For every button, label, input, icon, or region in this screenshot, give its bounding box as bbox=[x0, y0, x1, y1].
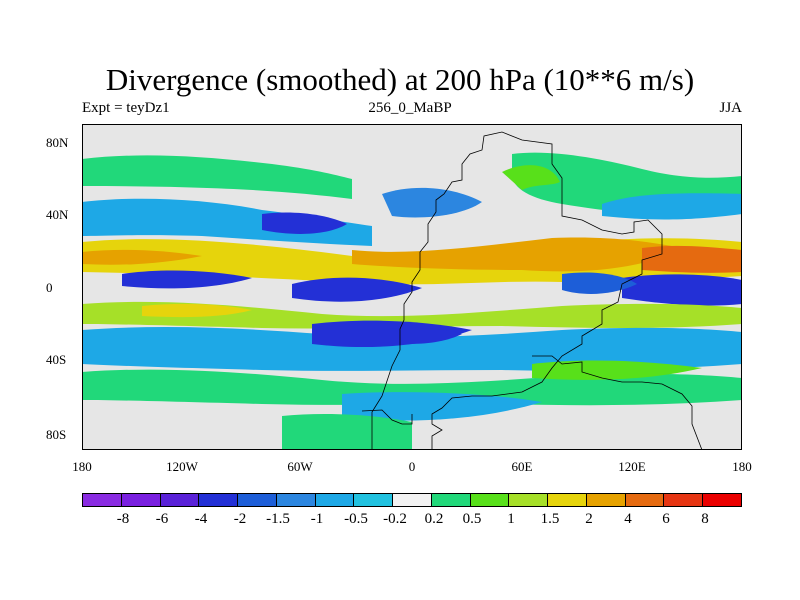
colorbar-box bbox=[664, 494, 704, 506]
contour-region bbox=[562, 272, 637, 294]
colorbar-box bbox=[586, 494, 626, 506]
colorbar-box bbox=[238, 494, 277, 506]
x-tick-label: 60E bbox=[511, 459, 533, 474]
colorbar-label: -6 bbox=[155, 511, 169, 527]
contour-region bbox=[292, 277, 422, 302]
colorbar-box bbox=[354, 494, 394, 506]
x-tick-label: 0 bbox=[408, 459, 416, 474]
colorbar-box bbox=[703, 494, 742, 506]
colorbar-label: 2 bbox=[585, 511, 593, 527]
colorbar-label: 6 bbox=[662, 511, 670, 527]
colorbar-box bbox=[393, 494, 432, 506]
contour-region bbox=[122, 270, 252, 289]
colorbar-box bbox=[83, 494, 122, 506]
contour-region bbox=[622, 274, 742, 306]
y-tick-label: 40S bbox=[46, 352, 67, 367]
contour-region bbox=[82, 249, 202, 265]
colorbar-label: -2 bbox=[233, 511, 247, 527]
map-title: Divergence (smoothed) at 200 hPa (10**6 … bbox=[105, 62, 695, 97]
colorbar-label: 4 bbox=[624, 511, 632, 527]
experiment-label: Expt = teyDz1 bbox=[82, 100, 170, 116]
contour-region bbox=[342, 392, 542, 421]
x-tick-label: 60W bbox=[287, 459, 313, 474]
contour-region bbox=[82, 198, 372, 246]
colorbar-box bbox=[199, 494, 239, 506]
contour-region bbox=[382, 187, 482, 218]
land-outline bbox=[532, 355, 703, 450]
contour-region bbox=[642, 245, 742, 273]
contour-region bbox=[282, 414, 412, 450]
y-tick-label: 40N bbox=[46, 207, 69, 222]
map-frame bbox=[82, 124, 742, 450]
colorbar-box bbox=[509, 494, 549, 506]
colorbar-box bbox=[315, 494, 355, 506]
contour-region bbox=[532, 360, 702, 380]
divergence-map bbox=[82, 124, 742, 450]
contour-region bbox=[382, 327, 462, 344]
x-tick-label: 120E bbox=[618, 459, 646, 474]
colorbar-label: -1.5 bbox=[266, 511, 290, 527]
contour-region bbox=[352, 237, 682, 272]
colorbar-label: -8 bbox=[116, 511, 130, 527]
colorbar-box bbox=[625, 494, 665, 506]
colorbar-box bbox=[276, 494, 316, 506]
x-tick-label: 180 bbox=[72, 459, 92, 474]
colorbar-label: 1.5 bbox=[540, 511, 560, 527]
contour-region bbox=[82, 155, 352, 199]
x-tick-label: 120W bbox=[166, 459, 198, 474]
contour-region bbox=[262, 212, 347, 234]
season-label: JJA bbox=[719, 100, 742, 116]
contour-region bbox=[502, 165, 560, 190]
contour-region bbox=[82, 327, 742, 371]
contour-region bbox=[142, 303, 252, 318]
colorbar-box bbox=[470, 494, 510, 506]
colorbar-box bbox=[548, 494, 587, 506]
contour-region bbox=[602, 193, 742, 220]
colorbar-label: 0.2 bbox=[424, 511, 444, 527]
colorbar-label: -0.5 bbox=[344, 511, 368, 527]
colorbar-label: 8 bbox=[701, 511, 709, 527]
y-tick-label: 80S bbox=[46, 427, 67, 442]
period-label: 256_0_MaBP bbox=[368, 100, 452, 116]
colorbar bbox=[82, 493, 742, 507]
x-tick-label: 180 bbox=[732, 459, 752, 474]
colorbar-label: 0.5 bbox=[462, 511, 482, 527]
colorbar-box bbox=[431, 494, 471, 506]
y-tick-label: 80N bbox=[46, 135, 69, 150]
colorbar-label: -0.2 bbox=[383, 511, 407, 527]
colorbar-label: -1 bbox=[310, 511, 324, 527]
colorbar-label: 1 bbox=[507, 511, 515, 527]
land-outline bbox=[361, 409, 413, 425]
contour-region bbox=[82, 301, 742, 329]
colorbar-box bbox=[121, 494, 161, 506]
land-outline bbox=[371, 131, 663, 450]
colorbar-box bbox=[160, 494, 200, 506]
colorbar-label: -4 bbox=[194, 511, 208, 527]
map-svg bbox=[82, 124, 742, 450]
y-tick-label: 0 bbox=[46, 280, 53, 295]
